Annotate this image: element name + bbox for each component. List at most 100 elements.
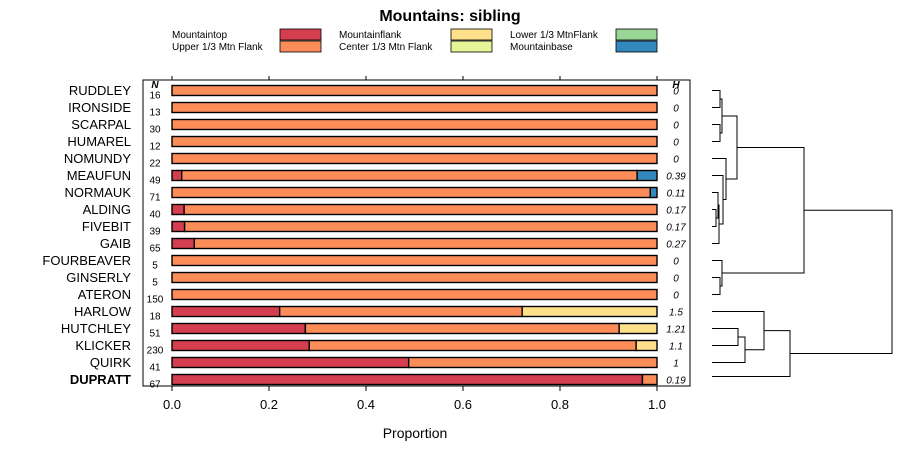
n-value-humarel: 12 [149,142,161,153]
bar-segment-upper-1-3-mtn-flank [308,339,637,352]
legend-swatch-center-1-3-mtn-flank [450,40,493,53]
row-label-scarpal: SCARPAL [71,117,131,132]
dendrogram-branch [722,147,805,274]
bar-row-gaib [171,237,658,250]
h-value-scarpal: 0 [673,121,679,132]
dendrogram-branch [712,277,721,295]
legend-label-upper-1-3-mtn-flank: Upper 1/3 Mtn Flank [172,42,264,53]
bar-segment-mountainflank [635,339,658,352]
legend-label-lower-1-3-mtnflank: Lower 1/3 MtnFlank [510,30,599,41]
h-value-ateron: 0 [673,291,679,302]
x-tick-label: 0.0 [163,397,181,412]
n-value-fivebit: 39 [149,227,161,238]
bar-segment-mountainbase [649,186,658,199]
n-value-fourbeaver: 5 [152,261,158,272]
x-axis-label: Proportion [383,425,448,441]
n-value-scarpal: 30 [149,125,161,136]
bar-row-normauk [171,186,658,199]
h-value-fourbeaver: 0 [673,257,679,268]
n-value-ruddley: 16 [149,91,161,102]
bar-row-fivebit [171,220,658,233]
bar-segment-upper-1-3-mtn-flank [171,271,658,284]
h-value-nomundy: 0 [673,155,679,166]
bar-segment-upper-1-3-mtn-flank [171,152,658,165]
h-value-gaib: 0.27 [666,240,686,251]
bar-row-ruddley [171,84,658,97]
bar-row-quirk [171,356,658,369]
bar-row-fourbeaver [171,254,658,267]
bar-segment-mountaintop [171,322,307,335]
bar-segment-upper-1-3-mtn-flank [183,203,658,216]
x-tick-label: 0.8 [551,397,569,412]
dendrogram-branch [712,158,727,200]
bar-segment-upper-1-3-mtn-flank [278,305,523,318]
n-header: N [151,80,159,91]
h-header: H [672,80,680,91]
dendrogram [712,90,893,377]
bar-segment-mountaintop [171,169,183,182]
x-tick-label: 0.6 [454,397,472,412]
h-value-ginserly: 0 [673,274,679,285]
h-value-hutchley: 1.21 [666,325,685,336]
x-tick-label: 0.4 [357,397,375,412]
n-value-normauk: 71 [149,193,161,204]
bar-segment-mountaintop [171,339,310,352]
row-label-meaufun: MEAUFUN [67,168,131,183]
n-value-dupratt: 67 [149,380,161,391]
legend-label-mountainbase: Mountainbase [510,42,573,53]
bar-segment-upper-1-3-mtn-flank [171,84,658,97]
h-value-fivebit: 0.17 [666,223,686,234]
bar-segment-mountaintop [171,373,644,386]
bar-segment-mountainflank [618,322,658,335]
h-value-dupratt: 0.19 [666,376,686,387]
bar-row-harlow [171,305,658,318]
bar-segment-upper-1-3-mtn-flank [171,101,658,114]
h-value-meaufun: 0.39 [666,172,686,183]
plot-frame [142,79,691,387]
dendrogram-branch [712,328,739,346]
h-value-klicker: 1.1 [669,342,683,353]
bar-row-hutchley [171,322,658,335]
legend-swatch-lower-1-3-mtnflank [615,28,658,41]
bar-row-ironside [171,101,658,114]
dendrogram-branch [712,336,746,363]
bar-row-alding [171,203,658,216]
row-label-gaib: GAIB [100,236,131,251]
bar-segment-upper-1-3-mtn-flank [183,220,658,233]
bar-segment-mountainflank [521,305,658,318]
legend-swatch-mountainbase [615,40,658,53]
n-value-ginserly: 5 [152,278,158,289]
n-value-ironside: 13 [149,108,161,119]
row-label-quirk: QUIRK [90,355,132,370]
h-value-alding: 0.17 [666,206,686,217]
h-value-harlow: 1.5 [669,308,683,319]
n-value-harlow: 18 [149,312,161,323]
row-label-humarel: HUMAREL [67,134,131,149]
row-label-ginserly: GINSERLY [66,270,131,285]
dendrogram-branch [712,90,721,108]
n-value-meaufun: 49 [149,176,161,187]
legend-swatch-mountainflank [450,28,493,41]
row-label-fivebit: FIVEBIT [82,219,131,234]
h-value-quirk: 1 [673,359,679,370]
dendrogram-branch [712,192,719,219]
bar-row-klicker [171,339,658,352]
n-value-gaib: 65 [149,244,161,255]
bar-segment-upper-1-3-mtn-flank [304,322,620,335]
h-value-humarel: 0 [673,138,679,149]
bar-segment-mountaintop [171,305,281,318]
bar-segment-mountaintop [171,356,410,369]
row-label-ironside: IRONSIDE [68,100,131,115]
bar-segment-upper-1-3-mtn-flank [180,169,638,182]
bar-row-humarel [171,135,658,148]
bar-row-ateron [171,288,658,301]
bar-row-dupratt [171,373,658,386]
bar-segment-upper-1-3-mtn-flank [193,237,658,250]
bars [171,84,658,386]
bar-row-scarpal [171,118,658,131]
legend-swatch-mountaintop [279,28,322,41]
bar-segment-upper-1-3-mtn-flank [171,288,658,301]
dendrogram-branch [712,330,791,377]
